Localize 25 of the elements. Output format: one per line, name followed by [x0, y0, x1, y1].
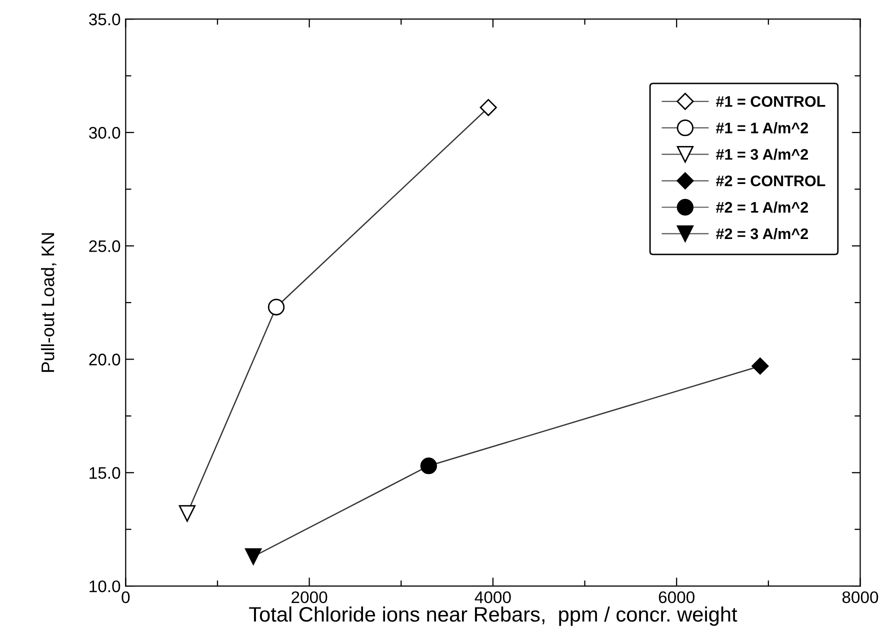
y-tick-label: 10.0	[90, 580, 120, 592]
y-tick-label: 20.0	[89, 354, 120, 366]
legend-label: #2 = 1 A/m^2	[716, 202, 808, 213]
legend-label: #1 = CONTROL	[716, 96, 826, 107]
point	[752, 358, 769, 375]
point	[244, 548, 262, 565]
y-axis-title: Pull-out Load, KN	[40, 233, 56, 372]
y-tick-label: 30.0	[89, 126, 120, 139]
legend-label: #1 = 3 A/m^2	[716, 148, 808, 160]
legend-label: #1 = 1 A/m^2	[716, 122, 808, 134]
legend-label: #2 = 3 A/m^2	[716, 228, 808, 240]
point	[268, 298, 285, 316]
x-tick-label: 4000	[474, 591, 511, 604]
x-tick-label: 8000	[842, 591, 878, 604]
y-tick-label: 15.0	[90, 467, 120, 479]
x-tick-label: 6000	[658, 591, 694, 604]
x-tick-label: 0	[122, 591, 130, 604]
legend-label: #2 = CONTROL	[716, 175, 826, 186]
x-axis-title: Total Chloride ions near Rebars, ppm / concr. weight	[249, 606, 738, 626]
point	[178, 505, 196, 522]
y-tick-label: 25.0	[89, 240, 120, 252]
point	[480, 99, 497, 116]
point	[420, 458, 438, 474]
y-tick-label: 35.0	[89, 14, 120, 26]
x-tick-label: 2000	[292, 591, 328, 604]
